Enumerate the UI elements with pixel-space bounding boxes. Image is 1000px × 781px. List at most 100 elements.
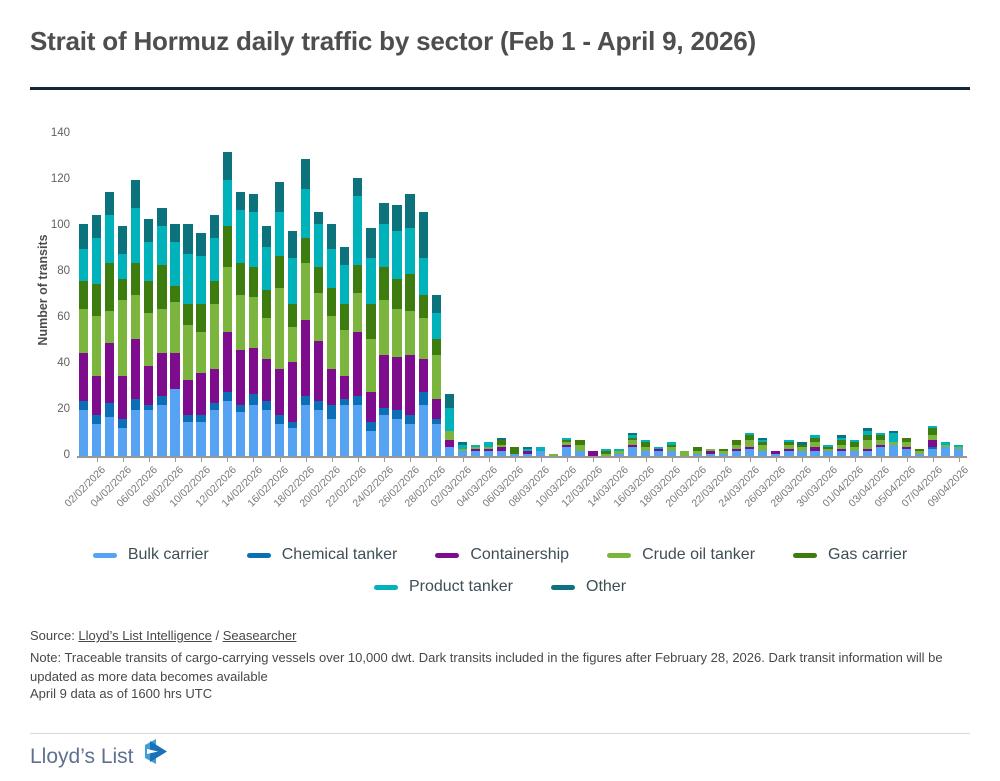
bar-segment[interactable]	[91, 283, 102, 316]
bar-segment[interactable]	[523, 449, 533, 452]
legend-item-containership[interactable]: Containership	[435, 546, 569, 564]
bar-segment[interactable]	[157, 265, 167, 309]
bar-09/03/2026[interactable]	[547, 453, 560, 456]
bar-segment[interactable]	[183, 223, 193, 254]
bar-segment[interactable]	[405, 414, 415, 424]
bar-segment[interactable]	[810, 437, 820, 443]
bar-segment[interactable]	[758, 442, 768, 445]
bar-segment[interactable]	[666, 442, 676, 445]
bar-segment[interactable]	[718, 453, 729, 456]
bar-segment[interactable]	[823, 446, 833, 450]
bar-segment[interactable]	[91, 423, 102, 456]
bar-15/03/2026[interactable]	[626, 433, 639, 456]
bar-segment[interactable]	[732, 439, 742, 445]
bar-segment[interactable]	[901, 442, 912, 447]
bar-segment[interactable]	[849, 451, 859, 456]
bar-segment[interactable]	[248, 297, 258, 348]
legend-item-chemical-tanker[interactable]: Chemical tanker	[246, 546, 397, 564]
bar-segment[interactable]	[627, 444, 637, 447]
bar-segment[interactable]	[888, 430, 899, 434]
bar-segment[interactable]	[405, 228, 415, 275]
bar-segment[interactable]	[157, 226, 167, 266]
bar-segment[interactable]	[287, 327, 298, 362]
bar-08/03/2026[interactable]	[534, 446, 547, 456]
bar-segment[interactable]	[209, 237, 219, 282]
bar-segment[interactable]	[222, 391, 232, 401]
bar-segment[interactable]	[679, 451, 690, 456]
bar-segment[interactable]	[483, 446, 494, 450]
bar-segment[interactable]	[431, 423, 441, 456]
bar-segment[interactable]	[431, 313, 441, 339]
bar-segment[interactable]	[457, 442, 467, 445]
bar-segment[interactable]	[496, 444, 507, 447]
bar-segment[interactable]	[118, 375, 128, 420]
bar-segment[interactable]	[470, 444, 481, 447]
bar-segment[interactable]	[353, 292, 363, 332]
bar-segment[interactable]	[901, 449, 912, 456]
bar-segment[interactable]	[131, 338, 141, 399]
bar-segment[interactable]	[379, 267, 389, 300]
bar-segment[interactable]	[235, 350, 245, 406]
bar-28/02/2026[interactable]	[430, 295, 443, 456]
bar-segment[interactable]	[222, 226, 232, 268]
bar-29/03/2026[interactable]	[809, 435, 822, 456]
bar-25/02/2026[interactable]	[391, 205, 404, 456]
bar-segment[interactable]	[353, 265, 363, 293]
bar-segment[interactable]	[327, 368, 337, 406]
bar-09/02/2026[interactable]	[182, 223, 195, 456]
bar-segment[interactable]	[405, 354, 415, 415]
bar-segment[interactable]	[131, 207, 141, 263]
bar-segment[interactable]	[405, 311, 415, 355]
bar-segment[interactable]	[353, 405, 363, 456]
bar-segment[interactable]	[366, 421, 376, 431]
bar-segment[interactable]	[509, 446, 520, 454]
bar-segment[interactable]	[131, 180, 141, 208]
bar-segment[interactable]	[105, 262, 115, 312]
bar-segment[interactable]	[170, 223, 180, 243]
bar-segment[interactable]	[875, 444, 885, 447]
bar-segment[interactable]	[327, 223, 337, 250]
bar-segment[interactable]	[444, 407, 454, 431]
bar-segment[interactable]	[823, 451, 833, 456]
bar-segment[interactable]	[248, 347, 258, 394]
bar-11/03/2026[interactable]	[573, 439, 586, 456]
bar-segment[interactable]	[235, 412, 245, 456]
bar-segment[interactable]	[418, 405, 428, 456]
bar-segment[interactable]	[261, 400, 272, 410]
bar-segment[interactable]	[274, 255, 285, 289]
bar-segment[interactable]	[105, 416, 115, 456]
bar-segment[interactable]	[549, 453, 559, 456]
bar-segment[interactable]	[379, 203, 389, 224]
bar-segment[interactable]	[287, 361, 298, 422]
bar-segment[interactable]	[91, 214, 102, 238]
bar-02/04/2026[interactable]	[861, 428, 874, 456]
bar-segment[interactable]	[314, 292, 324, 342]
bar-segment[interactable]	[183, 414, 193, 422]
bar-segment[interactable]	[627, 433, 637, 436]
bar-22/03/2026[interactable]	[717, 449, 730, 456]
bar-10/03/2026[interactable]	[560, 437, 573, 456]
bar-segment[interactable]	[823, 449, 833, 452]
bar-segment[interactable]	[78, 352, 89, 401]
bar-segment[interactable]	[183, 324, 193, 381]
bar-segment[interactable]	[705, 449, 716, 452]
bar-segment[interactable]	[196, 414, 206, 422]
bar-segment[interactable]	[705, 451, 716, 454]
bar-segment[interactable]	[300, 237, 311, 263]
legend-item-crude-oil-tanker[interactable]: Crude oil tanker	[607, 546, 755, 564]
bar-segment[interactable]	[444, 393, 454, 408]
bar-segment[interactable]	[340, 265, 350, 305]
bar-segment[interactable]	[875, 439, 885, 445]
bar-segment[interactable]	[196, 232, 206, 256]
bar-segment[interactable]	[418, 258, 428, 296]
bar-segment[interactable]	[379, 407, 389, 415]
bar-segment[interactable]	[653, 446, 663, 450]
bar-27/02/2026[interactable]	[417, 212, 430, 456]
bar-segment[interactable]	[732, 449, 742, 452]
bar-segment[interactable]	[131, 262, 141, 296]
bar-segment[interactable]	[91, 414, 102, 424]
bar-segment[interactable]	[78, 400, 89, 410]
bar-20/03/2026[interactable]	[691, 446, 704, 456]
bar-segment[interactable]	[614, 451, 624, 454]
bar-segment[interactable]	[457, 444, 467, 450]
